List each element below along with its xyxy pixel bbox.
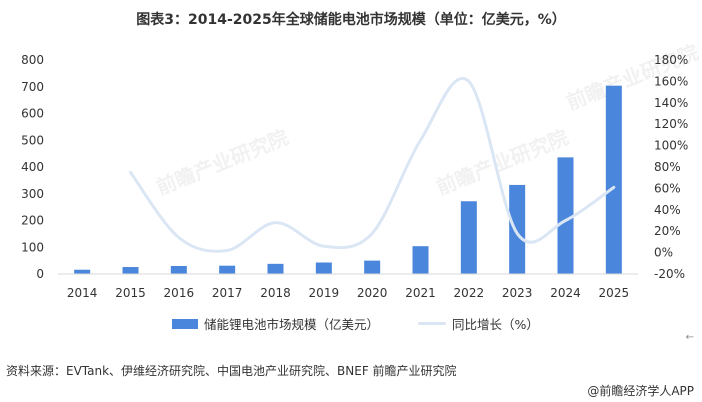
x-tick-label: 2019 <box>309 286 340 300</box>
left-tick-label: 200 <box>21 214 44 228</box>
bar-2016 <box>170 265 187 274</box>
x-tick-label: 2015 <box>115 286 146 300</box>
left-tick-label: 700 <box>21 80 44 94</box>
right-tick-label: 60% <box>654 181 681 195</box>
right-tick-label: 140% <box>654 96 688 110</box>
left-tick-label: 0 <box>36 267 44 281</box>
x-tick-label: 2018 <box>260 286 291 300</box>
legend-label-bar: 储能锂电池市场规模（亿美元） <box>204 317 380 332</box>
source-note: 资料来源：EVTank、伊维经济研究院、中国电池产业研究院、BNEF 前瞻产业研… <box>6 364 457 378</box>
legend-label-line: 同比增长（%） <box>452 317 539 332</box>
right-axis: -20% 0% 20% 40% 60% 80% 100% 120% 140% 160% 180% <box>654 53 688 281</box>
x-tick-label: 2017 <box>212 286 243 300</box>
left-axis: 0 100 200 300 400 500 600 700 800 <box>21 53 44 281</box>
right-tick-label: 180% <box>654 53 688 67</box>
left-tick-label: 800 <box>21 53 44 67</box>
x-tick-label: 2014 <box>67 286 98 300</box>
legend-item-line: 同比增长（%） <box>418 314 539 333</box>
chart-title: 图表3：2014-2025年全球储能电池市场规模（单位：亿美元，%） <box>136 12 566 28</box>
right-tick-label: -20% <box>654 267 685 281</box>
brand-label: @前瞻经济学人APP <box>587 384 694 398</box>
legend-item-bar: 储能锂电池市场规模（亿美元） <box>172 314 379 333</box>
x-tick-label: 2020 <box>357 286 388 300</box>
x-tick-label: 2021 <box>405 286 436 300</box>
x-tick-label: 2016 <box>164 286 195 300</box>
bar-2022 <box>460 201 477 274</box>
bar-2018 <box>267 263 284 274</box>
growth-line <box>129 77 616 253</box>
x-tick-label: 2023 <box>502 286 533 300</box>
x-axis: 2014 2015 2016 2017 2018 2019 2020 2021 2022 2023… <box>58 273 638 300</box>
right-tick-label: 100% <box>654 139 688 153</box>
right-tick-label: 120% <box>654 117 688 131</box>
bar-series <box>74 85 622 275</box>
bar-2019 <box>315 262 332 274</box>
bar-2021 <box>412 246 429 274</box>
x-tick-label: 2024 <box>550 286 581 300</box>
legend: 储能锂电池市场规模（亿美元） 同比增长（%） <box>0 314 702 332</box>
right-tick-label: 80% <box>654 160 681 174</box>
left-tick-label: 300 <box>21 187 44 201</box>
bar-2017 <box>219 265 236 274</box>
bar-2024 <box>557 157 574 274</box>
bar-2015 <box>122 267 139 274</box>
legend-swatch-line <box>418 322 446 325</box>
watermark-text: 前瞻产业研究院 <box>153 125 292 200</box>
bar-2014 <box>74 269 91 274</box>
x-tick-label: 2025 <box>599 286 630 300</box>
legend-swatch-bar <box>172 318 198 329</box>
bar-2023 <box>509 184 526 274</box>
right-tick-label: 20% <box>654 224 681 238</box>
right-tick-label: 0% <box>654 246 673 260</box>
bar-2020 <box>364 260 381 274</box>
x-tick-label: 2022 <box>454 286 485 300</box>
bar-2025 <box>605 85 622 275</box>
left-tick-label: 100 <box>21 240 44 254</box>
right-tick-label: 160% <box>654 74 688 88</box>
right-tick-label: 40% <box>654 203 681 217</box>
arrow-icon: ← <box>685 332 694 343</box>
left-tick-label: 500 <box>21 133 44 147</box>
left-tick-label: 600 <box>21 107 44 121</box>
left-tick-label: 400 <box>21 160 44 174</box>
